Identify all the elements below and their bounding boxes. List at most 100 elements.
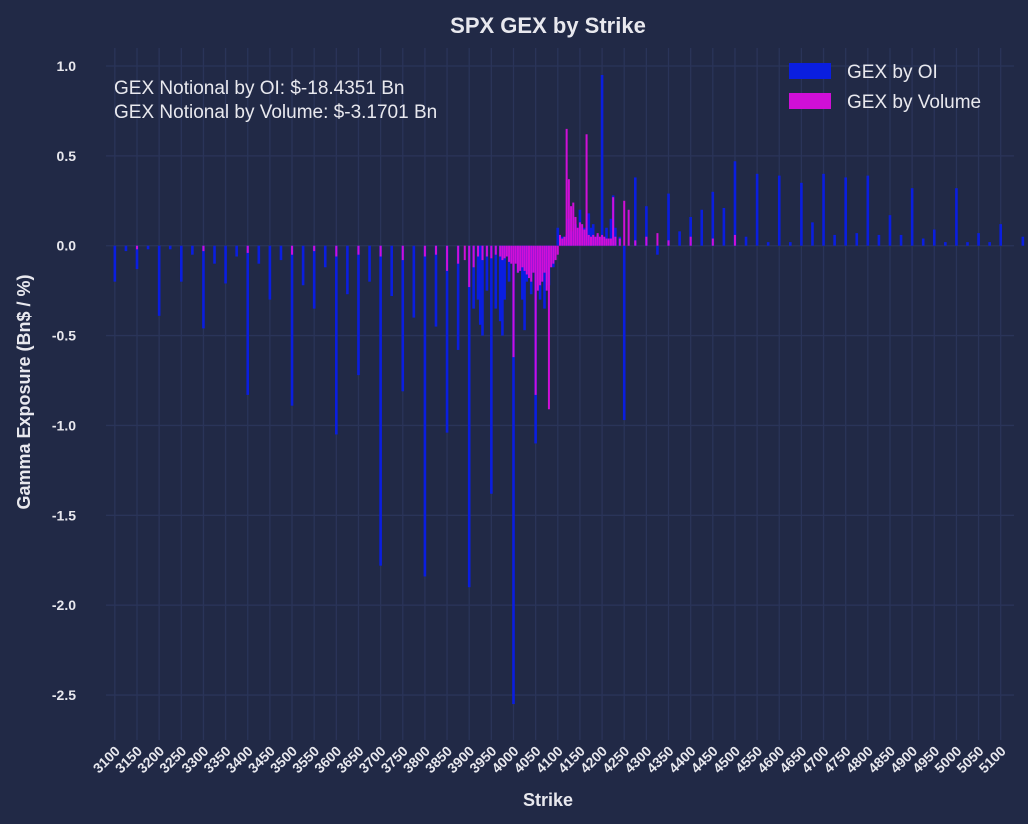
y-tick-label: -2.0 — [52, 597, 76, 613]
bar-gex-oi — [412, 245, 416, 318]
bar-gex-volume — [559, 234, 561, 246]
bar-gex-volume — [525, 245, 528, 275]
y-tick-label: -2.5 — [52, 687, 76, 703]
bar-gex-oi — [789, 242, 792, 246]
bar-gex-oi — [423, 245, 427, 577]
bar-gex-oi — [478, 245, 482, 325]
bar-gex-volume — [570, 206, 573, 246]
bar-gex-oi — [445, 245, 449, 433]
bar-gex-volume — [514, 245, 517, 264]
bar-gex-volume — [508, 245, 511, 262]
bar-gex-volume — [594, 236, 597, 246]
bar-gex-volume — [512, 245, 515, 358]
bar-gex-volume — [578, 222, 581, 246]
y-tick-label: -0.5 — [52, 328, 76, 344]
bar-gex-volume — [603, 236, 606, 246]
legend-swatch-volume — [789, 93, 831, 109]
bar-gex-oi — [368, 245, 371, 282]
bar-gex-volume — [605, 238, 608, 246]
bar-gex-oi — [800, 182, 803, 246]
bar-gex-oi — [323, 245, 327, 268]
bar-gex-volume — [656, 233, 659, 246]
bar-gex-volume — [510, 245, 513, 264]
bar-gex-oi — [600, 74, 604, 246]
bar-gex-oi — [689, 216, 692, 246]
bar-gex-volume — [576, 227, 579, 246]
bar-gex-volume — [598, 236, 601, 246]
bar-gex-oi — [503, 245, 506, 300]
bar-gex-oi — [910, 188, 914, 246]
bar-gex-oi — [811, 222, 814, 246]
bar-gex-volume — [601, 234, 604, 246]
bar-gex-oi — [268, 245, 272, 300]
y-tick-label: -1.5 — [52, 507, 76, 523]
bar-gex-oi — [279, 245, 283, 261]
bars — [113, 74, 1025, 705]
bar-gex-volume — [202, 245, 205, 252]
bar-gex-oi — [633, 177, 637, 246]
bar-gex-volume — [503, 245, 506, 259]
bar-gex-volume — [585, 134, 588, 246]
bar-gex-oi — [766, 242, 770, 246]
bar-gex-volume — [463, 245, 466, 261]
bar-gex-volume — [574, 216, 577, 246]
bar-gex-volume — [516, 245, 519, 273]
bar-gex-oi — [944, 242, 947, 246]
bar-gex-oi — [146, 245, 150, 250]
bar-gex-volume — [379, 245, 382, 257]
bar-gex-volume — [618, 238, 621, 246]
bar-gex-volume — [550, 245, 553, 268]
bar-gex-volume — [554, 245, 557, 261]
y-axis-ticks: 1.0 0.5 0.0 -0.5 -1.0 -1.5 -2.0 -2.5 — [52, 58, 76, 703]
bar-gex-volume — [534, 245, 537, 395]
bar-gex-oi — [521, 245, 524, 300]
bar-gex-oi — [977, 233, 980, 246]
bar-gex-volume — [592, 234, 595, 246]
bar-gex-volume — [572, 202, 575, 246]
bar-gex-volume — [583, 229, 586, 246]
bar-gex-oi — [609, 218, 613, 246]
bar-gex-volume — [543, 245, 546, 273]
legend-label-oi: GEX by OI — [847, 62, 938, 83]
bar-gex-volume — [547, 245, 550, 410]
bar-gex-oi — [481, 245, 484, 336]
y-tick-label: 0.5 — [57, 148, 77, 164]
bar-gex-oi — [833, 234, 836, 246]
bar-gex-volume — [590, 236, 593, 246]
bar-gex-oi — [235, 245, 238, 257]
bar-gex-volume — [552, 245, 555, 264]
bar-gex-volume — [581, 224, 584, 246]
bar-gex-oi — [587, 213, 591, 246]
bar-gex-oi — [523, 245, 526, 331]
bar-gex-oi — [456, 245, 460, 350]
bar-gex-oi — [966, 242, 969, 246]
bar-gex-volume — [711, 238, 714, 246]
bar-gex-volume — [565, 128, 568, 246]
bar-gex-oi — [605, 227, 608, 246]
bar-gex-volume — [472, 245, 475, 268]
bar-gex-oi — [357, 245, 360, 376]
bar-gex-oi — [191, 245, 194, 255]
bar-gex-oi — [656, 245, 659, 255]
bar-gex-oi — [822, 173, 825, 246]
bar-gex-oi — [755, 173, 759, 246]
bar-gex-volume — [645, 236, 648, 246]
bar-gex-oi — [312, 245, 316, 309]
bar-gex-oi — [390, 245, 393, 297]
bar-gex-volume — [623, 200, 626, 246]
bar-gex-oi — [921, 238, 925, 246]
bar-gex-oi — [678, 231, 681, 246]
bar-gex-volume — [607, 238, 610, 246]
bar-gex-oi — [257, 245, 261, 264]
bar-gex-volume — [457, 245, 460, 264]
bar-gex-oi — [777, 175, 781, 246]
bar-gex-oi — [467, 245, 471, 588]
bar-gex-oi — [932, 229, 936, 246]
legend-label-volume: GEX by Volume — [847, 92, 981, 113]
bar-gex-volume — [539, 245, 542, 286]
legend: GEX by OI GEX by Volume — [789, 62, 981, 113]
bar-gex-oi — [168, 245, 172, 250]
bar-gex-volume — [446, 245, 449, 271]
grid — [106, 48, 1014, 740]
